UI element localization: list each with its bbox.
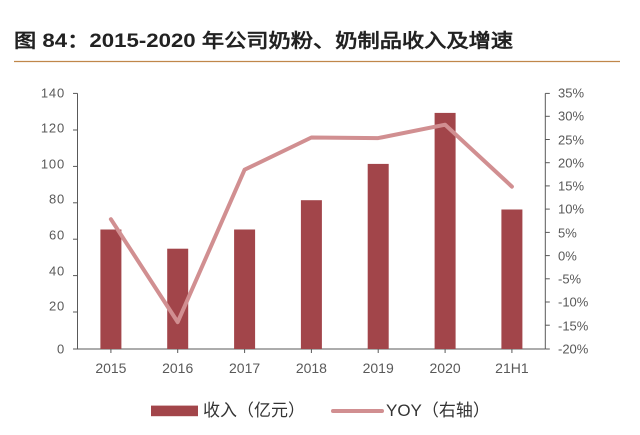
svg-text:收入（亿元）: 收入（亿元） [203, 401, 305, 420]
svg-text:2017: 2017 [229, 360, 260, 376]
svg-text:20%: 20% [558, 156, 584, 171]
svg-text:80: 80 [49, 192, 65, 207]
svg-text:35%: 35% [558, 86, 584, 101]
svg-text:-5%: -5% [558, 272, 582, 287]
svg-text:0%: 0% [558, 249, 577, 264]
svg-text:2015: 2015 [95, 360, 126, 376]
svg-text:100: 100 [41, 157, 65, 172]
svg-text:120: 120 [41, 121, 65, 136]
svg-text:25%: 25% [558, 133, 584, 148]
svg-text:15%: 15% [558, 179, 584, 194]
svg-text:20: 20 [49, 299, 65, 314]
svg-text:2020: 2020 [430, 360, 461, 376]
svg-text:-10%: -10% [558, 295, 589, 310]
svg-text:140: 140 [41, 86, 65, 101]
svg-text:0: 0 [57, 342, 65, 357]
svg-text:40: 40 [49, 264, 65, 279]
svg-text:60: 60 [49, 228, 65, 243]
svg-text:2019: 2019 [363, 360, 394, 376]
svg-text:-20%: -20% [558, 342, 589, 357]
svg-text:21H1: 21H1 [495, 360, 529, 376]
svg-text:-15%: -15% [558, 319, 589, 334]
svg-text:2018: 2018 [296, 360, 327, 376]
svg-text:5%: 5% [558, 226, 577, 241]
svg-text:YOY（右轴）: YOY（右轴） [386, 401, 490, 420]
svg-text:30%: 30% [558, 109, 584, 124]
svg-text:10%: 10% [558, 202, 584, 217]
svg-text:2016: 2016 [162, 360, 193, 376]
